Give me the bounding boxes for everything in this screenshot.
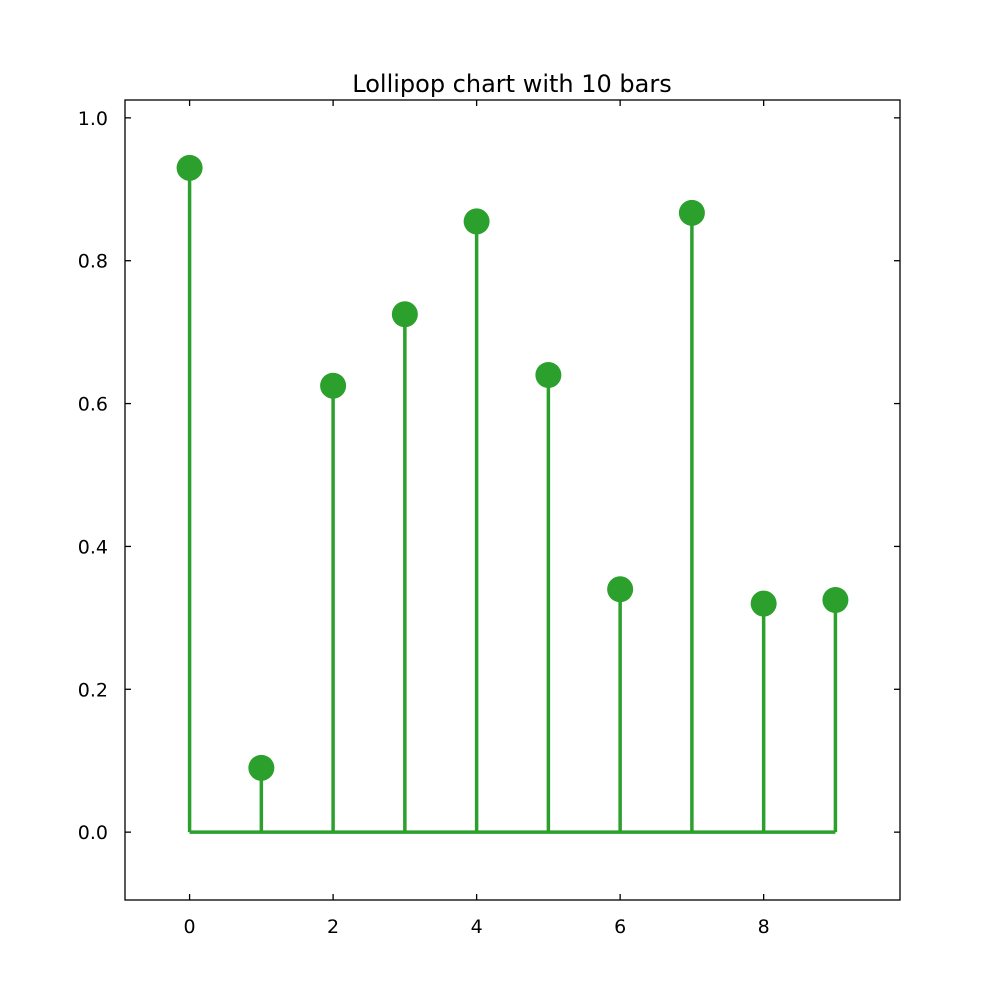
y-tick-label: 1.0 bbox=[78, 108, 108, 130]
marker-0 bbox=[176, 154, 203, 181]
plot-marks bbox=[176, 154, 849, 834]
marker-5 bbox=[535, 362, 562, 388]
chart-title: Lollipop chart with 10 bars bbox=[352, 70, 671, 98]
axes: 0 2 4 6 8 0.0 0.2 0.4 0.6 0.8 1.0 bbox=[78, 100, 900, 938]
marker-9 bbox=[822, 587, 849, 613]
marker-2 bbox=[320, 372, 347, 399]
y-tick-label: 0.8 bbox=[78, 251, 108, 273]
x-tick-label: 4 bbox=[471, 916, 483, 938]
y-tick-label: 0.4 bbox=[78, 536, 108, 558]
y-tick-label: 0.2 bbox=[78, 679, 108, 701]
marker-6 bbox=[607, 576, 634, 603]
x-tick-label: 0 bbox=[184, 916, 196, 938]
x-tick-label: 6 bbox=[614, 916, 626, 938]
x-tick-label: 2 bbox=[327, 916, 339, 938]
marker-3 bbox=[391, 301, 418, 328]
y-tick-label: 0.0 bbox=[78, 822, 108, 844]
marker-1 bbox=[248, 754, 275, 781]
marker-7 bbox=[678, 199, 705, 226]
plot-frame bbox=[124, 99, 901, 901]
marker-4 bbox=[463, 208, 490, 235]
x-tick-label: 8 bbox=[758, 916, 770, 938]
y-tick-label: 0.6 bbox=[78, 394, 108, 416]
marker-8 bbox=[750, 590, 777, 617]
